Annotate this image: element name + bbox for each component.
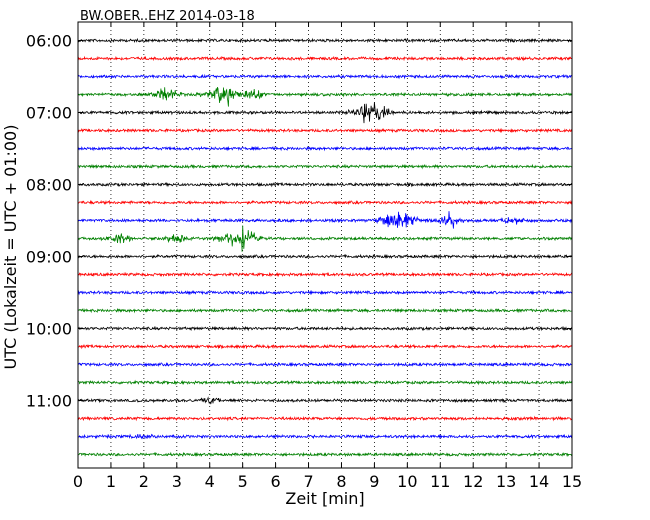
y-tick-label: 08:00 (26, 176, 72, 195)
x-tick-label: 8 (336, 472, 346, 491)
trace-0815 (77, 199, 573, 206)
y-tick-label: 07:00 (26, 104, 72, 123)
trace-group (77, 37, 573, 458)
trace-1145 (77, 451, 573, 458)
trace-1130 (77, 433, 573, 440)
trace-0615 (77, 55, 573, 62)
trace-0700 (77, 102, 573, 124)
plot-frame (77, 21, 573, 469)
x-tick-label: 7 (303, 472, 313, 491)
x-tick-label: 10 (397, 472, 417, 491)
trace-0800 (77, 181, 573, 188)
x-tick-label: 13 (496, 472, 516, 491)
y-tick-label: 06:00 (26, 32, 72, 51)
trace-0630 (77, 73, 573, 80)
trace-0730 (77, 145, 573, 152)
trace-0900 (77, 253, 573, 260)
x-tick-label: 2 (139, 472, 149, 491)
trace-1015 (77, 343, 573, 350)
trace-0830 (77, 211, 573, 229)
trace-0915 (78, 271, 573, 278)
x-axis: 0 1 2 3 4 5 6 7 8 9 10 11 12 13 14 15 (73, 22, 582, 491)
y-tick-label: 11:00 (26, 392, 72, 411)
trace-1100 (77, 396, 573, 405)
x-tick-label: 14 (529, 472, 549, 491)
trace-0600 (77, 37, 573, 44)
x-tick-label: 5 (238, 472, 248, 491)
y-tick-label: 09:00 (26, 248, 72, 267)
x-tick-label: 6 (271, 472, 281, 491)
x-tick-label: 4 (205, 472, 215, 491)
x-tick-label: 15 (562, 472, 582, 491)
x-tick-label: 0 (73, 472, 83, 491)
x-tick-label: 9 (369, 472, 379, 491)
x-tick-label: 3 (172, 472, 182, 491)
trace-0930 (77, 289, 573, 296)
y-axis-label: UTC (Lokalzeit = UTC + 01:00) (1, 125, 20, 370)
trace-0945 (77, 307, 573, 314)
x-tick-label: 12 (463, 472, 483, 491)
y-axis: 06:00 07:00 08:00 09:00 10:00 11:00 (26, 32, 572, 411)
trace-0845 (77, 225, 573, 252)
trace-0715 (77, 127, 572, 134)
trace-0745 (77, 163, 573, 170)
chart-title: BW.OBER..EHZ 2014-03-18 (80, 9, 255, 24)
x-tick-label: 11 (430, 472, 450, 491)
trace-0645 (78, 86, 573, 107)
x-axis-label: Zeit [min] (285, 489, 364, 508)
trace-1000 (77, 325, 573, 332)
trace-1045 (77, 379, 573, 386)
y-tick-label: 10:00 (26, 320, 72, 339)
trace-1030 (77, 361, 573, 368)
x-tick-label: 1 (106, 472, 116, 491)
trace-1115 (77, 415, 573, 422)
